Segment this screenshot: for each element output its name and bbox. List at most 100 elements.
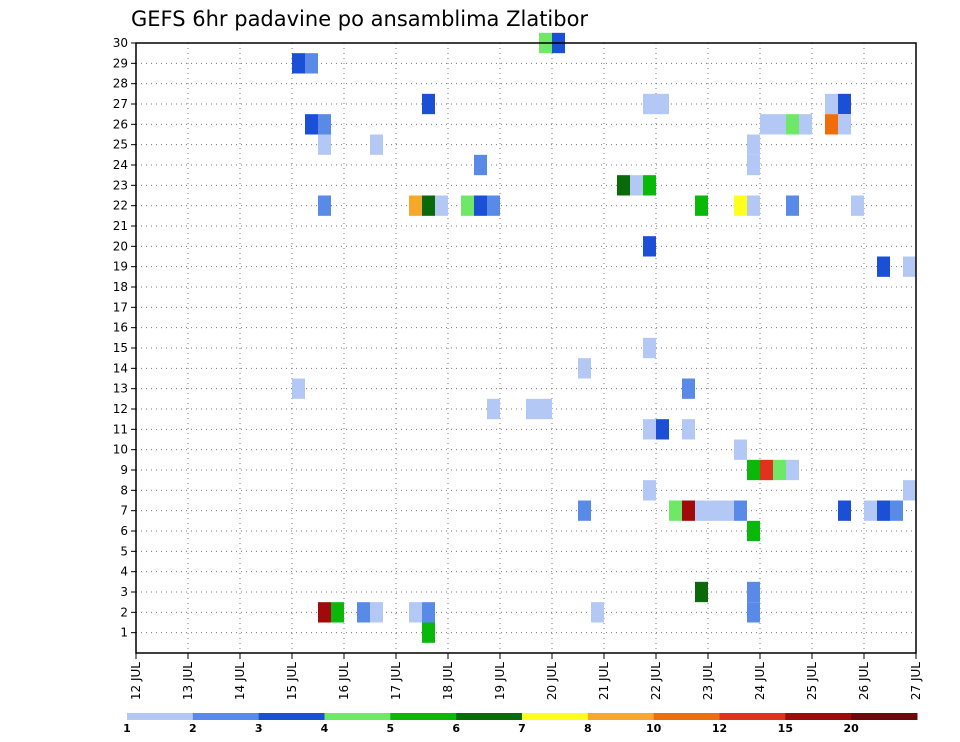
precipitation-cell	[318, 114, 331, 135]
y-tick-label: 24	[113, 158, 128, 172]
precipitation-cell	[747, 520, 760, 542]
precipitation-cell	[890, 500, 903, 521]
precipitation-cell	[747, 195, 760, 216]
legend-swatch	[653, 713, 720, 720]
precipitation-cell	[838, 93, 851, 115]
precipitation-cell	[474, 154, 487, 176]
y-tick-label: 11	[113, 422, 128, 436]
precipitation-cell	[578, 500, 591, 521]
precipitation-cell	[422, 622, 435, 643]
precipitation-cell	[591, 602, 604, 623]
precipitation-cell	[708, 500, 721, 521]
y-axis-ticks: 1234567891011121314151617181920212223242…	[113, 36, 136, 640]
precipitation-cell	[903, 256, 916, 277]
legend-swatch	[456, 713, 523, 720]
precipitation-cell	[747, 459, 760, 481]
y-tick-label: 16	[113, 321, 128, 335]
precipitation-cell	[747, 134, 760, 155]
precipitation-cell	[526, 398, 539, 420]
x-tick-label: 20 JUL	[545, 662, 559, 700]
precipitation-cell	[643, 93, 656, 115]
precipitation-cell	[487, 195, 500, 216]
precipitation-cell	[292, 378, 305, 399]
x-tick-label: 26 JUL	[857, 662, 871, 700]
precipitation-cell	[747, 154, 760, 176]
precipitation-cell	[734, 439, 747, 460]
y-tick-label: 20	[113, 239, 128, 253]
precipitation-cell	[643, 175, 656, 196]
y-tick-label: 14	[113, 361, 128, 375]
y-tick-label: 29	[113, 56, 128, 70]
y-tick-label: 10	[113, 443, 128, 457]
precipitation-cell	[474, 195, 487, 216]
precipitation-cell	[578, 358, 591, 379]
y-tick-label: 8	[120, 483, 128, 497]
legend-label: 5	[387, 722, 395, 735]
precipitation-cell	[357, 602, 370, 623]
precipitation-cell	[409, 195, 422, 216]
precipitation-cell	[721, 500, 734, 521]
precipitation-cells	[292, 32, 916, 643]
x-tick-label: 25 JUL	[805, 662, 819, 700]
precipitation-cell	[422, 195, 435, 216]
legend-swatch	[390, 713, 457, 720]
legend-swatch	[522, 713, 589, 720]
precipitation-cell	[747, 602, 760, 623]
legend-swatch	[324, 713, 391, 720]
precipitation-cell	[331, 602, 344, 623]
precipitation-cell	[734, 500, 747, 521]
precipitation-cell	[461, 195, 474, 216]
precipitation-cell	[318, 134, 331, 155]
y-tick-label: 22	[113, 199, 128, 213]
precipitation-cell	[656, 93, 669, 115]
y-tick-label: 3	[120, 585, 128, 599]
precipitation-cell	[760, 459, 773, 481]
y-tick-label: 18	[113, 280, 128, 294]
x-tick-label: 13 JUL	[181, 662, 195, 700]
legend-label: 2	[189, 722, 197, 735]
precipitation-cell	[838, 500, 851, 521]
precipitation-cell	[786, 114, 799, 135]
precipitation-cell	[422, 602, 435, 623]
precipitation-cell	[630, 175, 643, 196]
chart-title: GEFS 6hr padavine po ansamblima Zlatibor	[131, 7, 588, 31]
precipitation-cell	[318, 195, 331, 216]
x-axis-ticks: 12 JUL 13 JUL 14 JUL 15 JUL 16 JUL 17 JUL 18 J…	[129, 653, 923, 700]
y-tick-label: 26	[113, 117, 128, 131]
precipitation-cell	[838, 114, 851, 135]
legend-swatch	[258, 713, 325, 720]
precipitation-cell	[786, 195, 799, 216]
precipitation-cell	[643, 337, 656, 359]
y-tick-label: 12	[113, 402, 128, 416]
x-tick-label: 17 JUL	[389, 662, 403, 700]
precipitation-cell	[682, 419, 695, 440]
y-tick-label: 2	[120, 605, 128, 619]
legend-label: 12	[712, 722, 727, 735]
y-tick-label: 17	[113, 300, 128, 314]
x-tick-label: 19 JUL	[493, 662, 507, 700]
precipitation-cell	[643, 419, 656, 440]
precipitation-cell	[734, 195, 747, 216]
precipitation-cell	[864, 500, 877, 521]
legend-swatch	[192, 713, 260, 720]
x-tick-label: 18 JUL	[441, 662, 455, 700]
y-tick-label: 15	[113, 341, 128, 355]
x-tick-label: 21 JUL	[597, 662, 611, 700]
precipitation-cell	[305, 53, 318, 74]
y-tick-label: 7	[120, 504, 128, 518]
precipitation-cell	[851, 195, 864, 216]
legend-swatch	[127, 713, 194, 720]
y-tick-label: 9	[120, 463, 128, 477]
legend-label: 1	[123, 722, 131, 735]
precipitation-cell	[669, 500, 682, 521]
precipitation-cell	[903, 480, 916, 501]
precipitation-cell	[877, 500, 890, 521]
legend-label: 3	[255, 722, 263, 735]
precipitation-cell	[682, 500, 695, 521]
y-tick-label: 4	[120, 565, 128, 579]
y-tick-label: 30	[113, 36, 128, 50]
legend-label: 15	[778, 722, 793, 735]
legend-swatch	[587, 713, 655, 720]
legend-label: 20	[844, 722, 860, 735]
precipitation-cell	[656, 419, 669, 440]
